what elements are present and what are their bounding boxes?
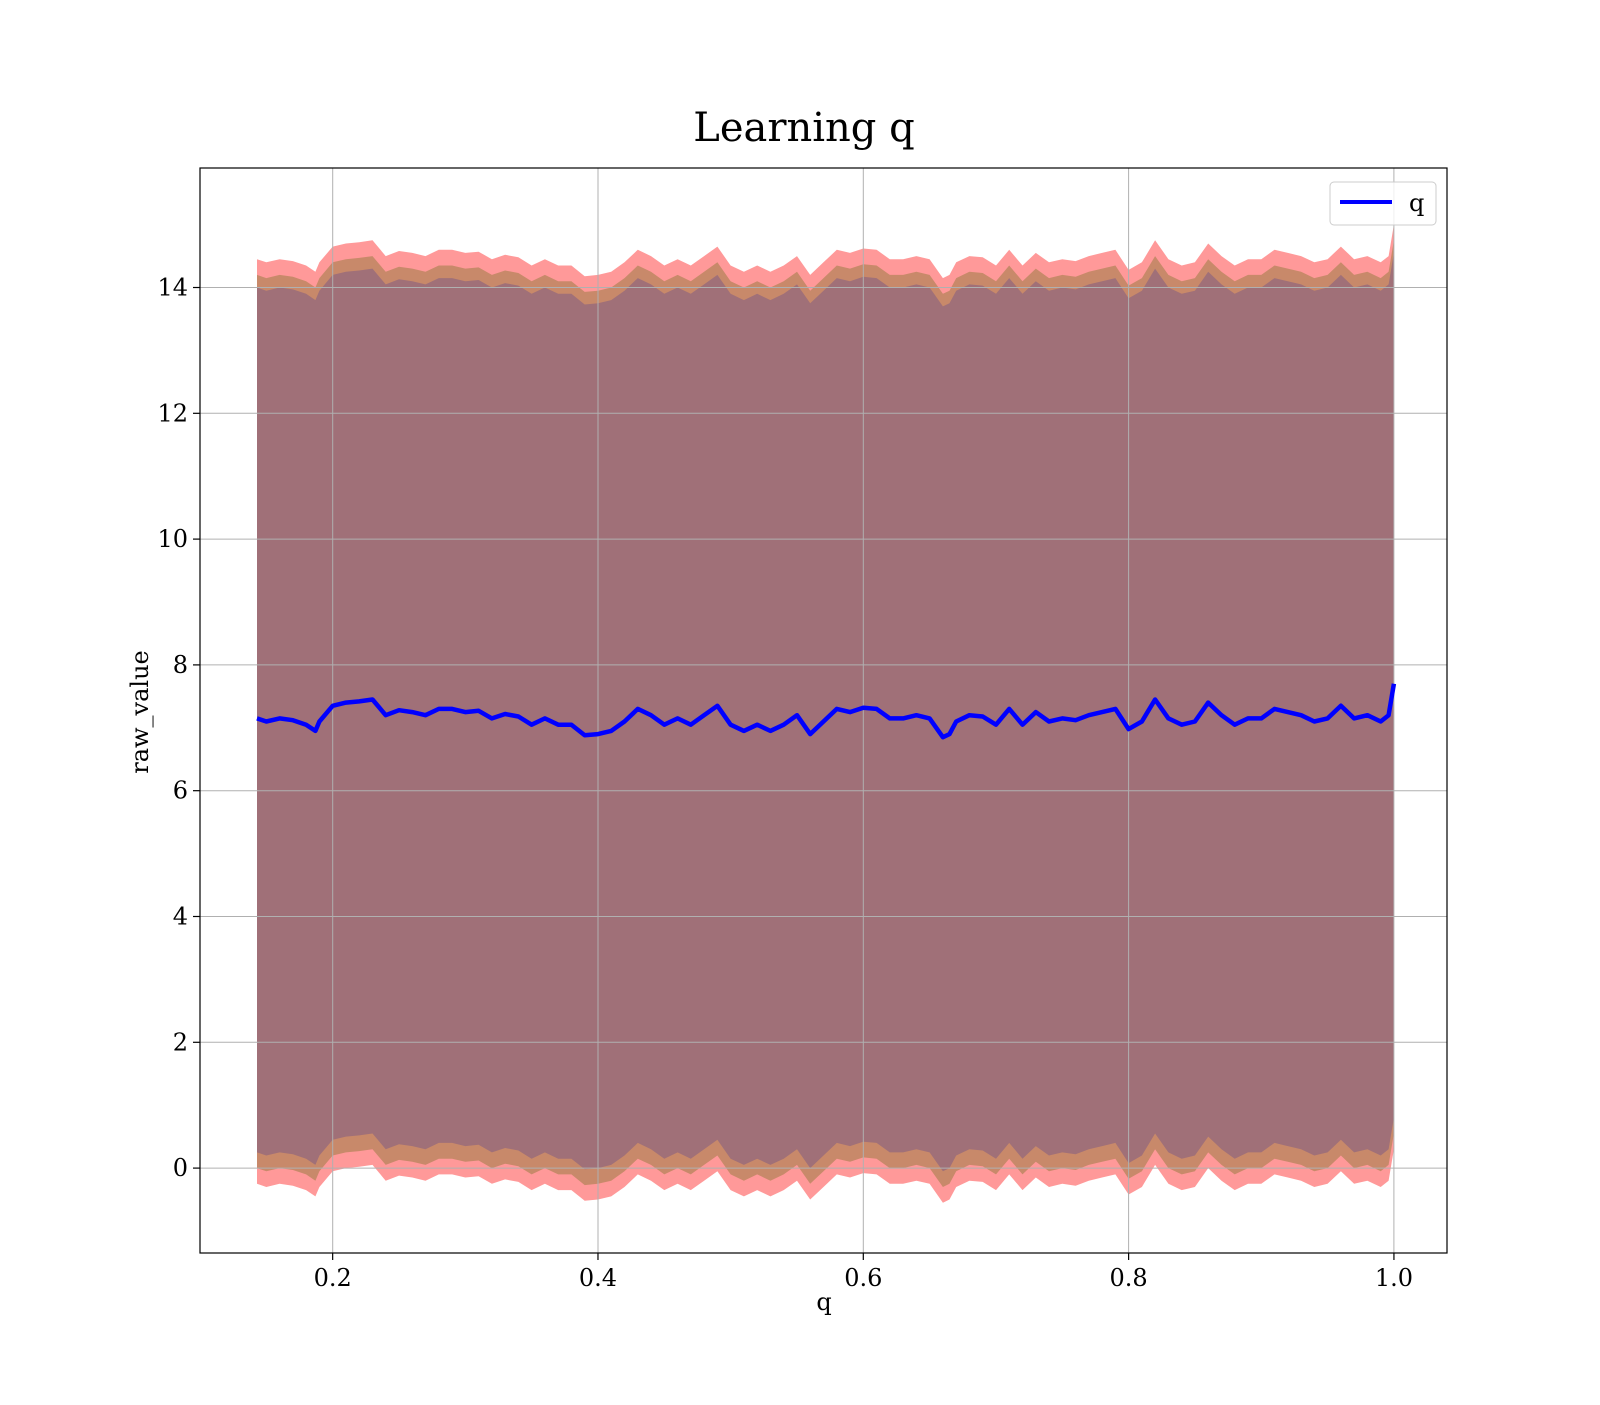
x-axis-label: q bbox=[816, 1288, 831, 1316]
legend: q bbox=[1329, 181, 1437, 226]
x-tick-label: 0.8 bbox=[1110, 1264, 1148, 1292]
series-lines bbox=[256, 683, 1397, 740]
series-line-q bbox=[256, 683, 1397, 740]
x-tick-label: 0.2 bbox=[314, 1264, 352, 1292]
y-tick-label: 14 bbox=[157, 274, 188, 302]
x-tick-label: 0.4 bbox=[579, 1264, 617, 1292]
x-tick-label: 0.6 bbox=[844, 1264, 882, 1292]
y-tick-label: 0 bbox=[173, 1154, 188, 1182]
confidence-bands bbox=[257, 224, 1394, 1203]
y-tick-label: 4 bbox=[173, 902, 188, 930]
band-inner bbox=[257, 252, 1394, 1172]
y-axis-ticks: 0 2 4 6 8 10 12 14 bbox=[157, 274, 200, 1182]
x-axis-ticks: 0.2 0.4 0.6 0.8 1.0 bbox=[314, 1253, 1413, 1292]
y-tick-label: 10 bbox=[157, 525, 188, 553]
y-tick-label: 2 bbox=[173, 1028, 188, 1056]
plot-frame bbox=[199, 167, 1448, 1254]
legend-label-q: q bbox=[1409, 189, 1424, 217]
grid bbox=[200, 168, 1447, 1253]
y-tick-label: 6 bbox=[173, 777, 188, 805]
y-axis-label: raw_value bbox=[126, 650, 154, 774]
x-tick-label: 1.0 bbox=[1375, 1264, 1413, 1292]
y-tick-label: 12 bbox=[157, 399, 188, 427]
y-tick-label: 8 bbox=[173, 651, 188, 679]
chart-title: Learning q bbox=[693, 105, 914, 151]
